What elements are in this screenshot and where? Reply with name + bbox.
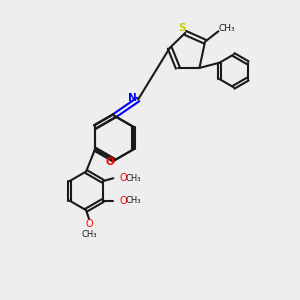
Text: O: O [119, 196, 127, 206]
Text: O: O [106, 157, 114, 167]
Text: S: S [178, 23, 186, 33]
Text: O: O [119, 173, 127, 183]
Text: CH₃: CH₃ [81, 230, 97, 239]
Text: O: O [85, 219, 93, 229]
Text: N: N [128, 93, 137, 103]
Text: CH₃: CH₃ [125, 196, 141, 205]
Text: CH₃: CH₃ [125, 174, 141, 183]
Text: CH₃: CH₃ [218, 24, 235, 33]
